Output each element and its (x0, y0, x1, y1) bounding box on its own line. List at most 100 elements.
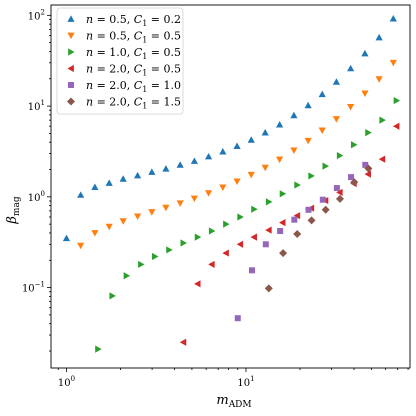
legend-marker (67, 64, 74, 73)
data-point (308, 172, 315, 180)
data-point (109, 292, 116, 300)
data-point (265, 198, 273, 206)
data-point (347, 104, 355, 111)
legend-entry-4: n = 2.0, C1 = 0.5 (86, 63, 181, 78)
legend-box (56, 7, 184, 115)
data-point (389, 15, 397, 22)
data-point (176, 200, 184, 207)
data-point (262, 241, 269, 248)
data-point (208, 260, 215, 269)
data-point (194, 233, 202, 241)
data-point (138, 260, 145, 269)
data-point (261, 129, 269, 136)
y-tick-label: 100 (28, 190, 45, 204)
data-point (62, 234, 71, 242)
data-point (277, 228, 284, 235)
data-point (393, 96, 401, 105)
data-point (392, 122, 400, 130)
data-point (219, 184, 227, 192)
data-point (234, 315, 241, 322)
data-point (365, 129, 372, 137)
legend-marker (67, 15, 75, 22)
series-2 (77, 59, 397, 250)
axes: 100 101 10−1 100 101 102 (22, 4, 411, 389)
legend-marker (67, 97, 75, 106)
legend-entry-2: n = 0.5, C1 = 0.5 (86, 30, 181, 45)
data-point (133, 213, 142, 220)
legend-marker (67, 32, 75, 40)
data-point (237, 213, 244, 221)
data-point (77, 191, 85, 198)
data-point (375, 76, 383, 83)
data-point (233, 142, 241, 150)
data-point (361, 49, 369, 57)
data-point (291, 216, 298, 223)
data-point (251, 205, 258, 213)
series-3 (95, 96, 401, 353)
data-point (335, 194, 344, 203)
data-point (347, 64, 355, 72)
y-tick-label: 102 (28, 8, 45, 22)
data-point (348, 174, 355, 181)
data-point (362, 161, 369, 168)
data-point (322, 162, 329, 170)
plot-frame (50, 4, 411, 369)
x-tick-label: 101 (237, 375, 254, 389)
data-point (379, 116, 386, 124)
data-point (350, 178, 359, 187)
data-point (152, 252, 159, 261)
data-point (389, 59, 397, 67)
data-point (321, 205, 330, 214)
data-point (294, 181, 301, 189)
legend-entry-6: n = 2.0, C1 = 1.5 (86, 96, 181, 111)
data-point (279, 249, 288, 258)
data-point (319, 196, 326, 203)
legend-entry-3: n = 1.0, C1 = 0.5 (86, 46, 181, 61)
data-point (250, 233, 257, 241)
data-point (332, 78, 341, 85)
data-point (222, 249, 229, 257)
legend-marker (68, 48, 75, 56)
data-point (378, 155, 386, 163)
data-point (290, 147, 298, 154)
data-point (265, 226, 272, 234)
data-point (336, 151, 344, 160)
data-point (307, 216, 316, 225)
data-point (233, 178, 241, 185)
data-point (91, 230, 99, 237)
data-point (247, 136, 255, 143)
data-point (264, 284, 273, 293)
data-point (162, 165, 170, 172)
data-point (133, 171, 142, 179)
data-point (190, 195, 198, 203)
data-point (279, 219, 286, 227)
data-point (77, 242, 85, 250)
series-5 (234, 161, 369, 322)
data-point (279, 190, 287, 198)
data-point (194, 280, 201, 288)
data-point (204, 190, 213, 197)
data-point (248, 267, 255, 274)
data-point (290, 111, 298, 119)
data-point (219, 148, 227, 155)
data-point (204, 152, 213, 160)
legend-entry-5: n = 2.0, C1 = 1.0 (86, 79, 181, 94)
data-point (190, 157, 198, 164)
data-point (304, 101, 312, 109)
series-6 (264, 164, 373, 293)
data-point (333, 185, 340, 192)
data-point (162, 204, 170, 212)
y-tick-label: 10−1 (22, 281, 45, 295)
data-point (123, 272, 131, 280)
legend-marker (68, 82, 74, 88)
data-point (305, 206, 312, 213)
data-point (276, 156, 284, 164)
data-point (293, 229, 302, 238)
data-point (166, 246, 173, 254)
data-point (276, 121, 284, 128)
data-markers (62, 15, 401, 353)
data-point (176, 161, 184, 168)
x-axis-label: mADM (216, 393, 251, 410)
data-point (119, 175, 127, 182)
